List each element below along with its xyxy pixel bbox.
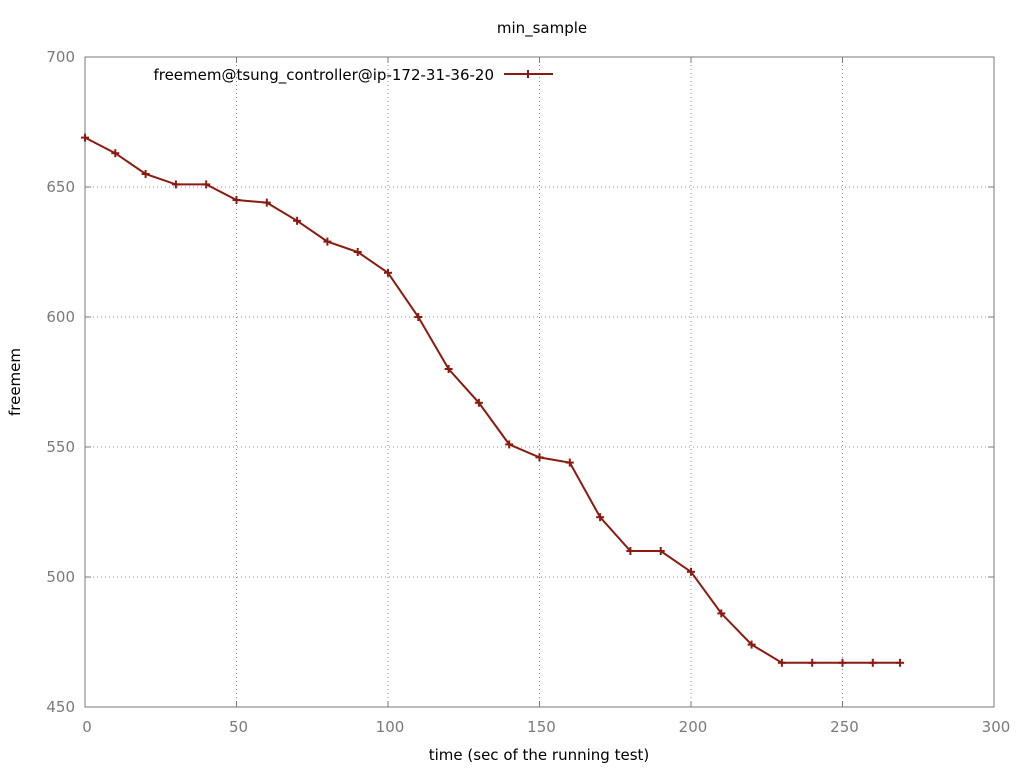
data-point: [596, 513, 605, 522]
data-point: [444, 365, 453, 373]
data-point: [353, 248, 362, 256]
data-point: [565, 458, 574, 467]
grid: [85, 57, 994, 707]
x-axis-label: time (sec of the running test): [429, 746, 650, 764]
data-point: [656, 547, 665, 555]
y-tick-label: 600: [46, 308, 75, 326]
data-point: [896, 658, 905, 667]
y-tick-label: 450: [46, 698, 75, 716]
data-point: [414, 313, 423, 321]
data-point: [838, 658, 847, 667]
y-tick-label: 500: [46, 568, 75, 586]
series-layer: [81, 133, 905, 667]
y-tick-label: 550: [46, 438, 75, 456]
data-point: [384, 268, 392, 277]
data-point: [262, 198, 271, 207]
data-point: [777, 658, 786, 667]
chart-title: min_sample: [497, 19, 587, 38]
data-point: [111, 149, 120, 158]
data-point: [626, 547, 635, 555]
data-point: [747, 640, 756, 649]
data-point: [293, 216, 302, 225]
data-point: [171, 180, 180, 189]
data-point: [323, 237, 332, 246]
data-point: [232, 196, 241, 204]
x-tick-label: 50: [229, 718, 248, 736]
data-point: [505, 440, 514, 449]
data-point: [687, 567, 695, 576]
series-line: [84, 136, 901, 664]
x-tick-label: 250: [830, 718, 859, 736]
data-point: [868, 658, 877, 667]
axis-ticks: 0 50 100 150 200 250 300 450 500 550 600 650 700: [46, 48, 1010, 736]
data-point: [202, 180, 211, 189]
legend-marker: [524, 70, 532, 78]
data-point: [81, 133, 89, 142]
y-tick-label: 700: [46, 48, 75, 66]
data-point: [474, 398, 483, 407]
legend: freemem@tsung_controller@ip-172-31-36-20: [153, 66, 553, 85]
x-tick-label: 100: [376, 718, 405, 736]
x-tick-label: 0: [82, 718, 92, 736]
data-point: [535, 453, 544, 462]
legend-entry-label: freemem@tsung_controller@ip-172-31-36-20: [153, 66, 494, 85]
y-axis-label: freemem: [6, 348, 24, 416]
data-point: [141, 170, 150, 178]
data-point: [717, 609, 726, 618]
x-tick-label: 200: [679, 718, 708, 736]
x-tick-label: 300: [982, 718, 1011, 736]
series-0: [81, 133, 905, 667]
data-point: [808, 658, 817, 667]
x-tick-label: 150: [527, 718, 556, 736]
y-tick-label: 650: [46, 178, 75, 196]
